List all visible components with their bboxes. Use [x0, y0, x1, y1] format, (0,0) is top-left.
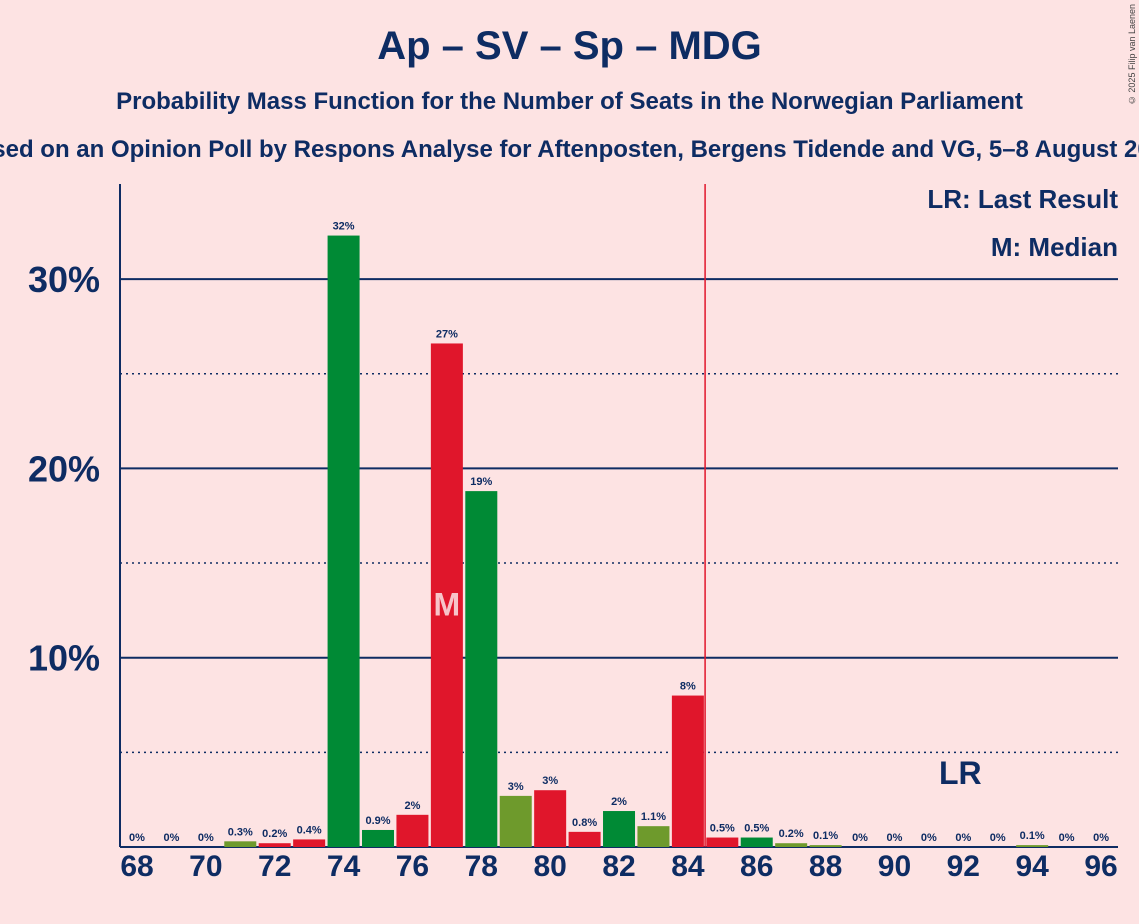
data-label-90: 0%	[887, 832, 903, 844]
x-tick-label: 68	[120, 850, 153, 883]
data-label-70: 0%	[198, 832, 214, 844]
x-tick-label: 80	[533, 850, 566, 883]
bar-94	[1016, 845, 1049, 847]
x-tick-label: 72	[258, 850, 291, 883]
data-label-93: 0%	[990, 832, 1006, 844]
x-tick-label: 78	[465, 850, 498, 883]
chart-title: Ap – SV – Sp – MDG	[377, 24, 762, 68]
x-tick-label: 88	[809, 850, 842, 883]
data-label-87: 0.2%	[779, 828, 804, 840]
bar-75	[362, 829, 395, 847]
data-label-91: 0%	[921, 832, 937, 844]
data-label-78: 19%	[470, 476, 492, 488]
data-label-76: 2%	[404, 800, 420, 812]
data-label-96: 0%	[1093, 832, 1109, 844]
y-tick-label: 10%	[28, 638, 100, 679]
bar-81	[568, 831, 601, 847]
y-tick-label: 30%	[28, 259, 100, 300]
x-tick-label: 86	[740, 850, 773, 883]
chart-source: Based on an Opinion Poll by Respons Anal…	[0, 136, 1139, 163]
y-tick-label: 20%	[28, 448, 100, 489]
chart-subtitle: Probability Mass Function for the Number…	[116, 88, 1023, 115]
x-tick-label: 76	[396, 850, 429, 883]
median-marker: M	[434, 586, 461, 622]
data-label-73: 0.4%	[297, 824, 322, 836]
data-label-82: 2%	[611, 796, 627, 808]
legend-last-result: LR: Last Result	[927, 184, 1118, 214]
data-label-68: 0%	[129, 832, 145, 844]
x-tick-label: 70	[189, 850, 222, 883]
bar-84	[671, 695, 704, 847]
data-label-89: 0%	[852, 832, 868, 844]
data-label-95: 0%	[1059, 832, 1075, 844]
bar-71	[224, 841, 257, 847]
bar-85	[706, 837, 739, 847]
data-label-85: 0.5%	[710, 823, 735, 835]
bar-86	[740, 837, 773, 847]
data-label-72: 0.2%	[262, 828, 287, 840]
data-label-92: 0%	[955, 832, 971, 844]
x-tick-label: 92	[947, 850, 980, 883]
x-tick-label: 82	[602, 850, 635, 883]
legend-median: M: Median	[990, 232, 1118, 262]
data-label-83: 1.1%	[641, 811, 666, 823]
data-label-86: 0.5%	[744, 823, 769, 835]
x-tick-label: 84	[671, 850, 705, 883]
bar-78	[465, 491, 498, 847]
data-label-75: 0.9%	[365, 815, 390, 827]
data-label-81: 0.8%	[572, 817, 597, 829]
data-label-79: 3%	[508, 781, 524, 793]
bar-87	[775, 843, 808, 847]
x-tick-label: 96	[1084, 850, 1117, 883]
data-label-69: 0%	[163, 832, 179, 844]
x-tick-label: 74	[327, 850, 361, 883]
x-tick-label: 94	[1015, 850, 1049, 883]
bar-88	[809, 845, 842, 847]
bar-76	[396, 814, 429, 847]
last-result-marker: LR	[939, 755, 982, 791]
bar-83	[637, 826, 670, 847]
data-label-71: 0.3%	[228, 826, 253, 838]
x-tick-label: 90	[878, 850, 911, 883]
bar-77	[430, 343, 463, 847]
bar-74	[327, 235, 360, 847]
data-label-80: 3%	[542, 775, 558, 787]
bar-73	[293, 839, 326, 847]
bar-80	[534, 790, 567, 847]
data-label-88: 0.1%	[813, 830, 838, 842]
bar-79	[499, 795, 532, 847]
bar-82	[603, 811, 636, 847]
data-label-94: 0.1%	[1020, 830, 1045, 842]
data-label-84: 8%	[680, 681, 696, 693]
data-label-74: 32%	[333, 221, 355, 233]
bar-72	[258, 843, 291, 847]
data-label-77: 27%	[436, 328, 458, 340]
